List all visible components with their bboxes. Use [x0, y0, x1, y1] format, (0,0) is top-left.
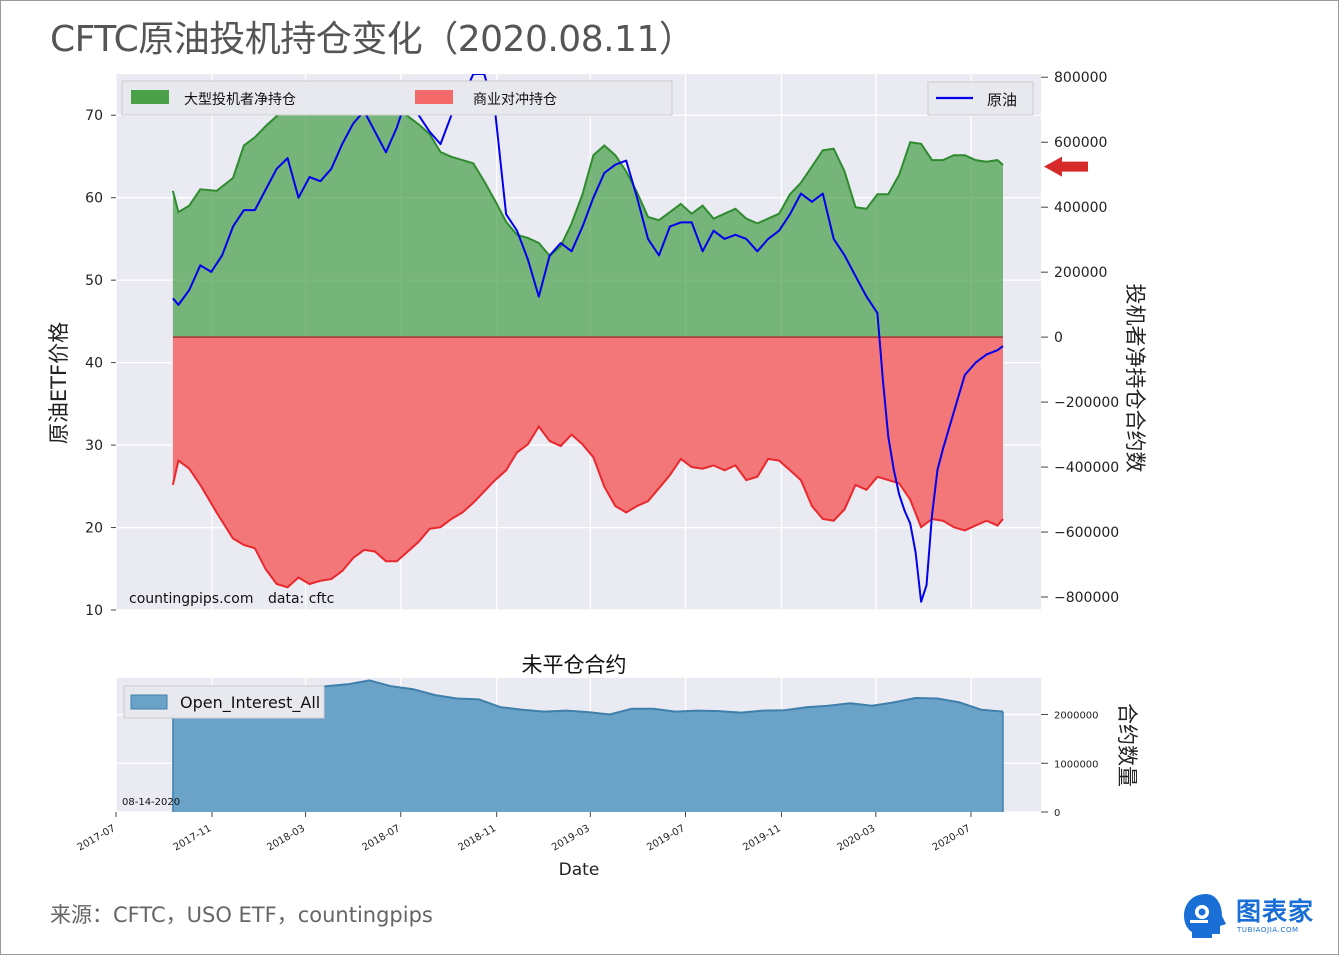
left-tick-label-2: 30 [85, 438, 103, 454]
oi-tick-label-2: 2000000 [1054, 711, 1099, 722]
oi-legend-swatch [130, 694, 168, 710]
oi-chart-title: 未平仓合约 [522, 653, 627, 677]
x-tick-label-5: 2019-03 [550, 823, 592, 853]
oi-right-axis: 0 1000000 2000000 [1041, 711, 1099, 819]
x-tick-label-8: 2020-03 [836, 823, 878, 853]
right-tick-label-8: −800000 [1054, 590, 1119, 606]
annotation-data-source: data: cftc [268, 591, 334, 607]
right-tick-label-6: −400000 [1054, 460, 1119, 476]
main-oil-line-group [172, 74, 1004, 603]
page-title: CFTC原油投机持仓变化（2020.08.11） [50, 19, 695, 60]
left-axis-label: 原油ETF价格 [47, 322, 71, 444]
left-tick-label-5: 60 [85, 191, 103, 207]
oi-tick-label-1: 1000000 [1054, 759, 1099, 770]
left-tick-label-0: 10 [85, 603, 103, 619]
right-axis: 800000 600000 400000 200000 0 −200000 −400000 −… [1041, 70, 1119, 606]
oi-tick-label-0: 0 [1054, 808, 1060, 819]
annotation-countingpips: countingpips.com [129, 591, 253, 607]
x-axis: 2017-07 2017-11 2018-03 2018-07 2018-11 2019-… [76, 812, 973, 853]
right-tick-label-0: 800000 [1054, 70, 1107, 86]
open-interest-chart: 未平仓合约 0 1000000 2000000 2017-07 2017-11 2018… [76, 653, 1139, 880]
open-interest-area [172, 680, 1003, 812]
left-tick-label-6: 70 [85, 108, 103, 124]
legend-swatch-comm [415, 90, 453, 104]
x-tick-label-7: 2019-11 [741, 823, 783, 853]
red-arrow-icon [1044, 156, 1088, 177]
legend-label-comm: 商业对冲持仓 [473, 92, 557, 108]
left-tick-label-4: 50 [85, 273, 103, 289]
legend-box-left [121, 80, 673, 116]
main-legend: 大型投机者净持仓 商业对冲持仓 原油 [121, 80, 1034, 116]
x-tick-label-9: 2020-07 [931, 823, 973, 853]
x-tick-label-2: 2018-03 [265, 823, 307, 853]
oi-annotation-date: 08-14-2020 [122, 797, 180, 808]
main-areas [171, 97, 1004, 589]
source-caption: 来源：CFTC，USO ETF，countingpips [50, 903, 433, 927]
oil-price-line [172, 74, 1004, 603]
left-tick-label-1: 20 [85, 521, 103, 537]
right-tick-label-2: 400000 [1054, 200, 1107, 216]
right-tick-label-4: 0 [1054, 330, 1063, 346]
logo-subtext: TUBIAOJIA.COM [1237, 926, 1299, 934]
right-axis-label: 投机者净持仓合约数 [1123, 284, 1147, 473]
legend-label-spec: 大型投机者净持仓 [184, 92, 296, 108]
oi-right-axis-label: 合约数量 [1115, 703, 1139, 787]
legend-swatch-spec [131, 90, 169, 104]
x-tick-label-0: 2017-07 [76, 823, 118, 853]
right-tick-label-7: −600000 [1054, 525, 1119, 541]
x-axis-label: Date [559, 860, 600, 880]
x-tick-label-3: 2018-07 [361, 823, 403, 853]
main-chart: 10 20 30 40 50 60 70 800000 600000 400000 200000 0… [47, 70, 1147, 619]
commercial-hedge-area [172, 337, 1003, 588]
legend-label-oil: 原油 [987, 91, 1017, 109]
left-tick-label-3: 40 [85, 356, 103, 372]
brand-logo: 图表家 TUBIAOJIA.COM [1180, 890, 1320, 942]
commercial-hedge-line [171, 424, 1004, 589]
x-tick-label-1: 2017-11 [172, 823, 214, 853]
spec-net-area [172, 98, 1003, 338]
right-tick-label-3: 200000 [1054, 265, 1107, 281]
x-tick-label-6: 2019-07 [645, 823, 687, 853]
right-tick-label-5: −200000 [1054, 395, 1119, 411]
robot-head-icon [1184, 894, 1226, 938]
oi-legend: Open_Interest_All [123, 685, 325, 719]
left-axis: 10 20 30 40 50 60 70 [85, 108, 116, 619]
right-tick-label-1: 600000 [1054, 135, 1107, 151]
oi-legend-label: Open_Interest_All [180, 693, 320, 713]
logo-text: 图表家 [1236, 897, 1315, 926]
x-tick-label-4: 2018-11 [456, 823, 498, 853]
